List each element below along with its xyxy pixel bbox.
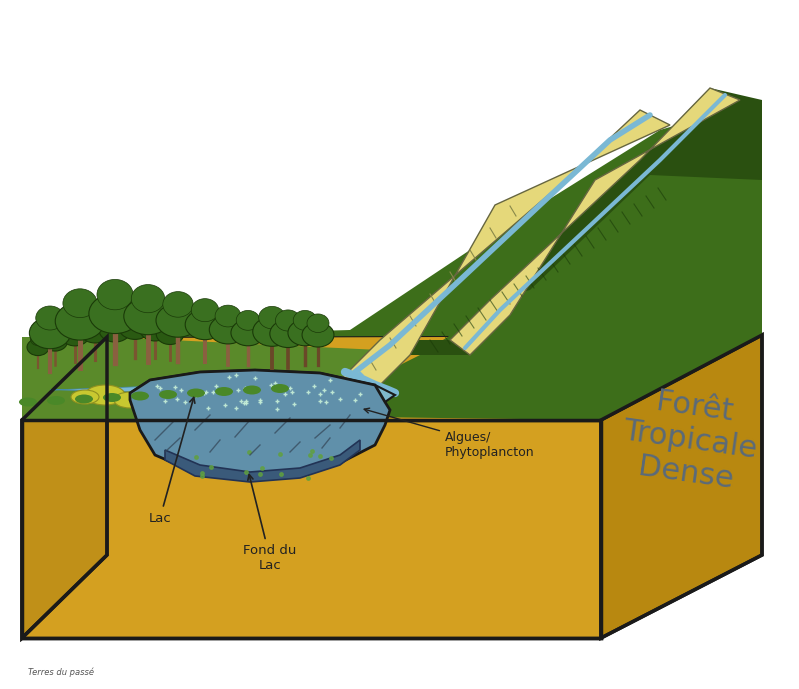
Ellipse shape (259, 307, 285, 329)
Ellipse shape (61, 324, 89, 346)
Ellipse shape (75, 395, 93, 404)
Ellipse shape (185, 309, 225, 340)
Ellipse shape (103, 393, 121, 402)
Ellipse shape (271, 384, 289, 393)
Ellipse shape (161, 316, 180, 332)
Text: Forêt
Tropicale
Dense: Forêt Tropicale Dense (616, 383, 764, 497)
Ellipse shape (270, 320, 306, 347)
Ellipse shape (71, 390, 99, 404)
Ellipse shape (191, 298, 219, 322)
Ellipse shape (288, 320, 322, 346)
Polygon shape (22, 337, 107, 638)
Ellipse shape (47, 396, 65, 405)
Polygon shape (50, 380, 320, 392)
Ellipse shape (118, 314, 152, 340)
Ellipse shape (140, 318, 170, 341)
Text: Terres du passé: Terres du passé (28, 668, 94, 677)
Ellipse shape (99, 318, 131, 342)
Polygon shape (200, 100, 762, 420)
Ellipse shape (157, 324, 184, 344)
Polygon shape (22, 420, 601, 638)
Ellipse shape (145, 309, 165, 327)
Ellipse shape (55, 302, 105, 340)
Polygon shape (107, 100, 762, 337)
Ellipse shape (163, 291, 193, 317)
Ellipse shape (209, 316, 247, 344)
Ellipse shape (46, 325, 64, 340)
Polygon shape (130, 370, 390, 478)
Ellipse shape (293, 311, 316, 330)
Ellipse shape (104, 309, 126, 327)
Ellipse shape (131, 391, 149, 400)
Text: Algues/
Phytoplancton: Algues/ Phytoplancton (364, 408, 535, 459)
Ellipse shape (252, 317, 292, 347)
Ellipse shape (85, 385, 125, 405)
Polygon shape (22, 337, 380, 420)
Polygon shape (200, 380, 375, 430)
Polygon shape (340, 110, 670, 390)
Ellipse shape (187, 389, 205, 398)
Ellipse shape (124, 305, 146, 325)
Ellipse shape (156, 304, 200, 337)
Ellipse shape (19, 398, 37, 407)
Polygon shape (165, 440, 360, 482)
Ellipse shape (131, 285, 165, 313)
Polygon shape (601, 335, 762, 638)
Ellipse shape (30, 333, 46, 346)
Polygon shape (130, 370, 395, 407)
Ellipse shape (66, 316, 85, 333)
Ellipse shape (63, 289, 97, 318)
Ellipse shape (231, 320, 265, 346)
Polygon shape (490, 88, 762, 300)
Ellipse shape (114, 392, 146, 408)
Ellipse shape (307, 314, 329, 333)
Ellipse shape (215, 387, 233, 396)
Ellipse shape (302, 322, 334, 347)
Text: Lac: Lac (149, 398, 195, 524)
Ellipse shape (243, 386, 261, 395)
Ellipse shape (97, 280, 133, 310)
Polygon shape (22, 335, 762, 420)
Ellipse shape (30, 317, 70, 349)
Ellipse shape (276, 310, 300, 331)
Ellipse shape (27, 339, 49, 356)
Polygon shape (450, 88, 740, 355)
Ellipse shape (85, 311, 105, 329)
Ellipse shape (215, 305, 241, 327)
Ellipse shape (80, 320, 110, 343)
Ellipse shape (36, 306, 64, 330)
Ellipse shape (89, 294, 141, 333)
Text: Fond du
Lac: Fond du Lac (244, 475, 296, 572)
Ellipse shape (42, 332, 67, 351)
Ellipse shape (237, 311, 260, 330)
Ellipse shape (124, 298, 173, 335)
Ellipse shape (159, 390, 177, 399)
Polygon shape (380, 340, 470, 355)
